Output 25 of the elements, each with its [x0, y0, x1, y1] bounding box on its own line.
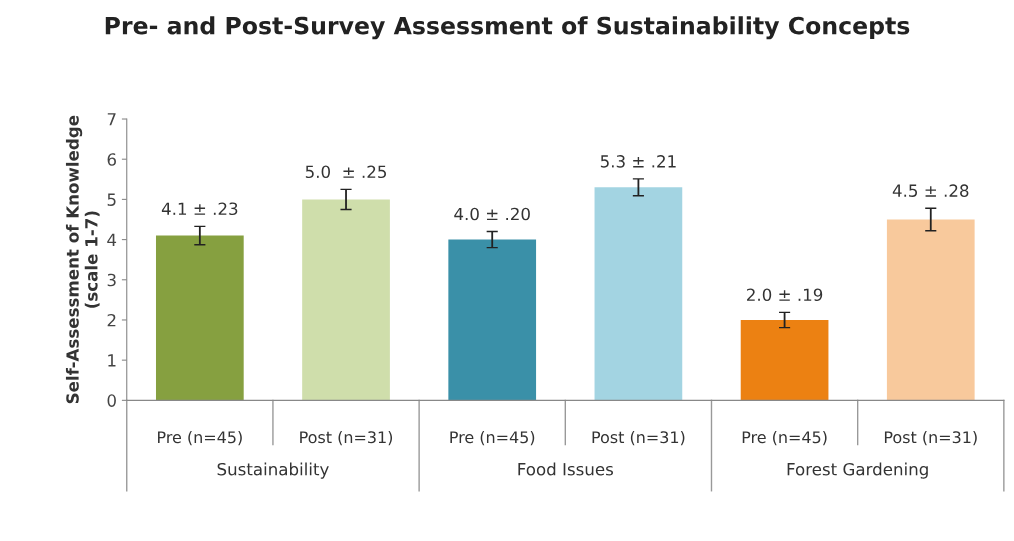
y-tick-label: 1 — [108, 354, 116, 367]
data-label: 2.0 ± .19 — [747, 288, 823, 302]
y-tick-label: 6 — [107, 153, 116, 166]
text: Forest Gardening — [787, 462, 928, 479]
data-label: 4.1 ± .23 — [161, 202, 238, 216]
chart-title: Pre- and Post-Survey Assessment of Sustainability Concepts — [105, 16, 910, 40]
y-tick-label: 7 — [107, 113, 116, 126]
x-tick-label: Pre (n=45) — [742, 430, 827, 446]
y-axis-title: Self-Assessment of Knowledge (scale 1-7) — [65, 115, 100, 404]
x-tick-label: Pre (n=45) — [450, 430, 535, 446]
x-tick-label: Post (n=31) — [592, 430, 685, 446]
text: Sustainability — [217, 462, 329, 479]
data-label: 4.0 ± .20 — [454, 207, 530, 221]
y-tick-label: 2 — [107, 313, 116, 327]
data-label: 5.0 ± .25 — [305, 165, 387, 179]
y-tick-label: 3 — [107, 273, 116, 287]
y-tick-label: 4 — [107, 233, 117, 246]
data-label: 4.5 ± .28 — [892, 184, 969, 197]
x-tick-label: Post (n=31) — [884, 430, 977, 446]
text: Food Issues — [518, 462, 614, 476]
y-tick-label: 0 — [107, 394, 116, 407]
data-label: 5.3 ± .21 — [600, 155, 676, 168]
x-tick-label: Post (n=31) — [300, 430, 393, 446]
x-tick-label: Pre (n=45) — [158, 430, 242, 446]
y-tick-label: 5 — [107, 193, 116, 206]
